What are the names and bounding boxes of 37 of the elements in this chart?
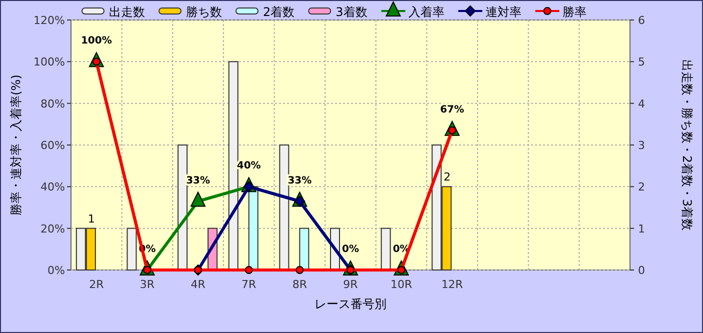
x-tick-label: 10R xyxy=(390,278,412,291)
y-axis-title: 勝率・連対率・入着率(%) xyxy=(9,74,23,216)
legend-label: 出走数 xyxy=(109,5,145,19)
data-label: 67% xyxy=(440,104,464,116)
x-tick-label: 12R xyxy=(441,278,464,291)
x-tick-label: 3R xyxy=(140,278,155,291)
y2-axis-title: 出走数・勝ち数・2着数・3着数 xyxy=(680,59,694,231)
y2-tick-label: 6 xyxy=(638,14,645,27)
x-tick-label: 9R xyxy=(343,278,358,291)
y-tick-label: 60% xyxy=(40,139,65,152)
legend-label: 入着率 xyxy=(408,5,444,19)
y-tick-label: 0% xyxy=(48,264,65,277)
legend-label: 2着数 xyxy=(263,5,295,19)
legend-label: 3着数 xyxy=(336,5,368,19)
x-tick-label: 2R xyxy=(89,278,104,291)
y2-tick-label: 4 xyxy=(638,97,645,110)
data-label: 1 xyxy=(88,212,95,226)
x-tick-label: 7R xyxy=(242,278,257,291)
y2-tick-label: 2 xyxy=(638,180,645,194)
y-tick-label: 20% xyxy=(40,222,65,236)
legend-label: 連対率 xyxy=(485,5,522,19)
y2-tick-label: 0 xyxy=(638,264,645,277)
legend-label: 勝ち数 xyxy=(186,5,222,19)
x-tick-label: 4R xyxy=(190,278,206,291)
y-tick-label: 120% xyxy=(34,14,65,27)
data-label: 0% xyxy=(342,244,359,255)
y2-tick-label: 1 xyxy=(638,222,645,236)
y-tick-label: 80% xyxy=(40,97,65,110)
y2-tick-label: 3 xyxy=(638,139,645,152)
y-tick-label: 40% xyxy=(40,180,65,194)
legend-label: 勝率 xyxy=(562,5,586,19)
y-tick-label: 100% xyxy=(34,56,65,69)
data-label: 2 xyxy=(444,170,451,184)
y2-tick-label: 5 xyxy=(638,56,645,69)
x-axis-title: レース番号別 xyxy=(314,297,386,311)
x-tick-label: 8R xyxy=(292,278,308,291)
data-label: 100% xyxy=(80,36,112,47)
